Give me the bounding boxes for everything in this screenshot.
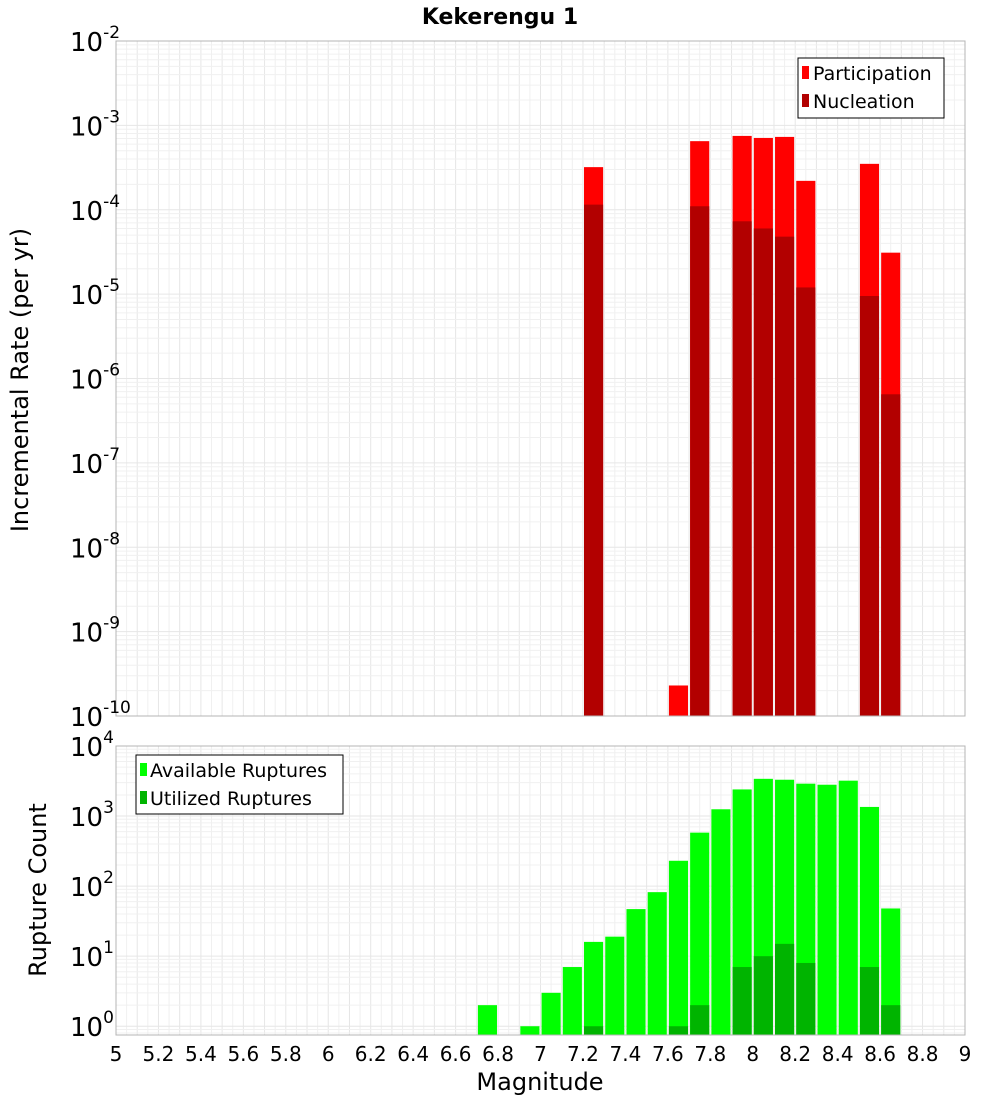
- x-tick-label: 5.2: [143, 1042, 175, 1066]
- bar-available-ruptures: [477, 1005, 497, 1035]
- bar-nucleation: [753, 228, 773, 716]
- bar-available-ruptures: [668, 860, 689, 1035]
- x-tick-label: 7.2: [567, 1042, 599, 1066]
- x-tick-labels: 5 5.2 5.4 5.6 5.8 6 6.2 6.4 6.6 6.8 7 7.2 7.4 7.6 7.8 8…: [110, 1042, 972, 1066]
- bar-utilized-ruptures: [584, 1026, 604, 1035]
- y-tick-label: 10-9: [70, 614, 120, 649]
- bar-available-ruptures: [817, 784, 837, 1035]
- bottom-plot-frame: [115, 745, 966, 1036]
- y-tick-label: 10-7: [70, 445, 120, 480]
- legend-swatch-available: [140, 763, 147, 776]
- bar-available-ruptures: [605, 936, 625, 1035]
- x-tick-label: 8.4: [822, 1042, 854, 1066]
- top-plot-panel: 10-10 10-9 10-8 10-7 10-6 10-5 10-4 10-3 10-2 In…: [6, 23, 966, 733]
- bar-nucleation: [690, 206, 710, 716]
- bottom-y-axis-label: Rupture Count: [24, 803, 52, 977]
- legend-label-utilized: Utilized Ruptures: [150, 788, 312, 810]
- bar-available-ruptures: [711, 809, 731, 1035]
- y-tick-label: 102: [70, 868, 114, 903]
- bar-utilized-ruptures: [668, 1026, 689, 1035]
- x-tick-label: 8.6: [864, 1042, 896, 1066]
- x-tick-label: 5.4: [185, 1042, 217, 1066]
- bottom-y-tick-labels: 100 101 102 103 104: [70, 728, 114, 1043]
- y-tick-label: 104: [70, 728, 114, 763]
- legend-label-available: Available Ruptures: [150, 760, 327, 782]
- bar-available-ruptures: [584, 941, 604, 1035]
- top-legend: Participation Nucleation: [797, 57, 945, 119]
- x-tick-label: 5.8: [270, 1042, 302, 1066]
- x-tick-label: 6.6: [440, 1042, 472, 1066]
- top-plot-frame: [115, 40, 966, 717]
- y-tick-label: 103: [70, 798, 114, 833]
- x-tick-label: 6.8: [482, 1042, 514, 1066]
- bar-nucleation: [796, 287, 816, 716]
- y-tick-label: 10-6: [70, 361, 120, 396]
- x-tick-label: 9: [959, 1042, 972, 1066]
- y-tick-label: 10-8: [70, 529, 120, 564]
- x-axis-label: Magnitude: [476, 1068, 603, 1096]
- bar-available-ruptures: [626, 909, 646, 1035]
- bar-nucleation: [732, 221, 752, 716]
- bar-utilized-ruptures: [796, 962, 816, 1035]
- bottom-legend: Available Ruptures Utilized Ruptures: [135, 754, 344, 815]
- bar-nucleation: [859, 296, 880, 716]
- bar-nucleation: [584, 204, 604, 717]
- top-grid: [115, 41, 966, 717]
- bottom-legend-box: [135, 754, 344, 815]
- bar-utilized-ruptures: [690, 1005, 710, 1035]
- x-tick-label: 7: [534, 1042, 547, 1066]
- bar-participation: [668, 685, 689, 716]
- bar-available-ruptures: [541, 992, 561, 1035]
- bottom-bars: [477, 778, 901, 1035]
- bar-utilized-ruptures: [775, 943, 795, 1035]
- legend-swatch-nucleation: [802, 94, 809, 107]
- x-tick-label: 8.8: [907, 1042, 939, 1066]
- bar-utilized-ruptures: [753, 956, 773, 1035]
- x-tick-label: 6.4: [397, 1042, 429, 1066]
- x-tick-label: 8: [746, 1042, 759, 1066]
- bar-available-ruptures: [881, 908, 901, 1035]
- legend-label-nucleation: Nucleation: [813, 91, 915, 113]
- x-tick-label: 8.2: [779, 1042, 811, 1066]
- x-tick-label: 5: [110, 1042, 123, 1066]
- x-tick-label: 7.4: [609, 1042, 641, 1066]
- bar-utilized-ruptures: [732, 967, 752, 1035]
- legend-label-participation: Participation: [813, 63, 932, 85]
- bar-available-ruptures: [562, 967, 582, 1035]
- bar-available-ruptures: [690, 832, 710, 1035]
- y-tick-label: 10-3: [70, 107, 120, 142]
- bar-nucleation: [881, 394, 901, 716]
- y-tick-label: 100: [70, 1008, 114, 1043]
- y-tick-label: 10-10: [70, 698, 131, 733]
- y-tick-label: 10-4: [70, 192, 120, 227]
- x-tick-label: 5.6: [227, 1042, 259, 1066]
- legend-swatch-utilized: [140, 791, 147, 804]
- bar-nucleation: [775, 236, 795, 716]
- top-y-axis-label: Incremental Rate (per yr): [6, 228, 34, 532]
- bar-available-ruptures: [838, 780, 858, 1035]
- y-tick-label: 10-2: [70, 23, 120, 58]
- legend-swatch-participation: [802, 66, 809, 79]
- y-tick-label: 101: [70, 938, 114, 973]
- bottom-plot-panel: 100 101 102 103 104 5 5.2 5.4 5.6 5.8 6 6.2 6.4 6.6 6…: [24, 728, 971, 1096]
- x-tick-label: 6: [322, 1042, 335, 1066]
- chart-title: Kekerengu 1: [422, 5, 578, 30]
- bar-available-ruptures: [520, 1026, 540, 1035]
- x-tick-label: 7.8: [694, 1042, 726, 1066]
- x-tick-label: 7.6: [652, 1042, 684, 1066]
- top-legend-box: [797, 57, 945, 119]
- bar-available-ruptures: [647, 892, 667, 1035]
- x-tick-label: 6.2: [355, 1042, 387, 1066]
- top-bars: [584, 135, 901, 717]
- bar-utilized-ruptures: [881, 1005, 901, 1035]
- bar-utilized-ruptures: [859, 967, 880, 1035]
- y-tick-label: 10-5: [70, 276, 120, 311]
